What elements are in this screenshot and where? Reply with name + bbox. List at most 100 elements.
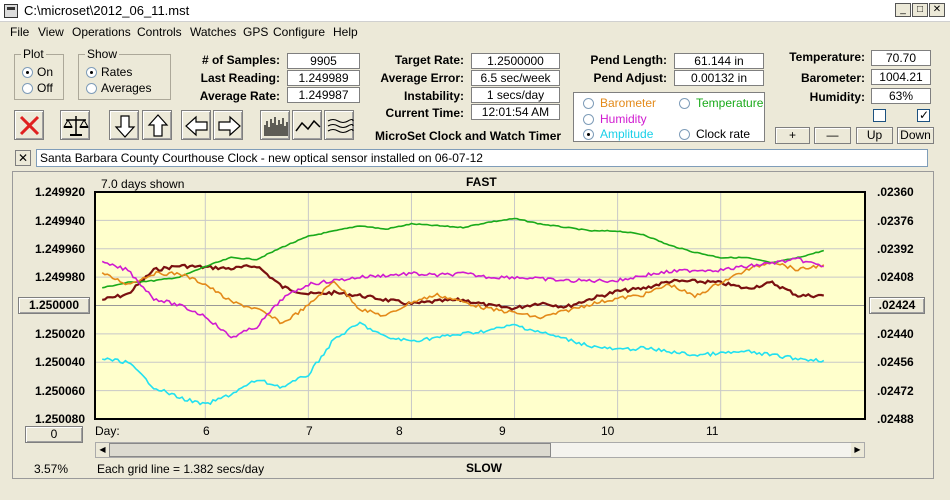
scroll-right-icon[interactable]: ▶ bbox=[851, 443, 864, 457]
grid-note: Each grid line = 1.382 secs/day bbox=[97, 462, 265, 476]
radio-icon[interactable] bbox=[583, 97, 594, 109]
minimize-button[interactable]: _ bbox=[895, 3, 911, 17]
plot-off-option[interactable]: Off bbox=[22, 81, 53, 95]
radio-icon[interactable] bbox=[583, 128, 594, 140]
window-title: C:\microset\2012_06_11.mst bbox=[24, 3, 190, 18]
menu-operations[interactable]: Operations bbox=[72, 25, 131, 39]
radio-icon[interactable] bbox=[679, 128, 690, 140]
plot-on-option[interactable]: On bbox=[22, 65, 53, 79]
current-time-value: 12:01:54 AM bbox=[471, 104, 560, 120]
humidity-label: Humidity: bbox=[809, 90, 865, 104]
move-left-button[interactable] bbox=[181, 110, 211, 140]
waveform-button[interactable] bbox=[292, 110, 322, 140]
move-down-button[interactable] bbox=[109, 110, 139, 140]
show-group: Show Rates Averages bbox=[78, 47, 171, 100]
minus-button[interactable]: — bbox=[814, 127, 851, 144]
radio-icon[interactable] bbox=[22, 66, 33, 78]
left-tick-label: 1.249960 bbox=[34, 242, 85, 256]
day-tick-label: 8 bbox=[396, 424, 403, 438]
menu-gps[interactable]: GPS bbox=[243, 25, 269, 39]
histogram-button[interactable] bbox=[260, 110, 290, 140]
menu-bar: File View Operations Controls Watches GP… bbox=[0, 23, 950, 41]
arrow-right-icon bbox=[218, 115, 241, 137]
wavy-lines-icon bbox=[327, 118, 354, 134]
delete-x-icon bbox=[19, 115, 40, 136]
series-amplitude-option[interactable]: Amplitude bbox=[583, 127, 653, 141]
wavy-lines-button[interactable] bbox=[324, 110, 354, 140]
radio-icon[interactable] bbox=[22, 82, 33, 94]
day-tick-label: 11 bbox=[706, 424, 719, 438]
app-name: MicroSet Clock and Watch Timer bbox=[375, 129, 562, 143]
plus-button[interactable]: + bbox=[775, 127, 810, 144]
humidity-value: 63% bbox=[871, 88, 931, 104]
left-tick-label: 1.250060 bbox=[34, 384, 85, 398]
radio-icon[interactable] bbox=[679, 97, 690, 109]
right-tick-label: .02488 bbox=[877, 412, 914, 426]
move-up-button[interactable] bbox=[142, 110, 172, 140]
series-clock-rate-label: Clock rate bbox=[696, 127, 751, 141]
temperature-label: Temperature: bbox=[789, 50, 865, 64]
days-shown-label: 7.0 days shown bbox=[101, 177, 185, 191]
last-reading-value: 1.249989 bbox=[287, 70, 360, 86]
radio-icon[interactable] bbox=[583, 113, 594, 125]
checkbox-left[interactable] bbox=[873, 109, 886, 122]
plot-off-label: Off bbox=[37, 81, 53, 95]
left-tick-label: 1.249940 bbox=[34, 214, 85, 228]
show-rates-option[interactable]: Rates bbox=[86, 65, 132, 79]
left-tick-label: 1.249920 bbox=[34, 185, 85, 199]
pend-length-value: 61.144 in bbox=[674, 53, 764, 69]
plot-group-legend: Plot bbox=[21, 47, 46, 61]
up-button[interactable]: Up bbox=[856, 127, 893, 144]
time-scrollbar[interactable]: ◀ ▶ bbox=[95, 442, 865, 458]
center-secondary-button[interactable]: .02424 bbox=[869, 297, 925, 314]
plot-group: Plot On Off bbox=[14, 47, 64, 100]
menu-configure[interactable]: Configure bbox=[273, 25, 326, 39]
show-group-legend: Show bbox=[85, 47, 120, 61]
menu-help[interactable]: Help bbox=[333, 25, 358, 39]
samples-label: # of Samples: bbox=[201, 53, 280, 67]
average-rate-value: 1.249987 bbox=[287, 87, 360, 103]
radio-icon[interactable] bbox=[86, 82, 97, 94]
right-tick-label: .02392 bbox=[877, 242, 914, 256]
series-humidity-option[interactable]: Humidity bbox=[583, 112, 647, 126]
notes-close-button[interactable]: ✕ bbox=[15, 150, 31, 166]
menu-file[interactable]: File bbox=[10, 25, 30, 39]
right-tick-label: .02456 bbox=[877, 355, 914, 369]
right-tick-label: .02360 bbox=[877, 185, 914, 199]
arrow-up-icon bbox=[147, 114, 169, 137]
series-clock-rate-option[interactable]: Clock rate bbox=[679, 127, 750, 141]
temperature-value: 70.70 bbox=[871, 50, 931, 66]
menu-watches[interactable]: Watches bbox=[190, 25, 237, 39]
samples-value: 9905 bbox=[287, 53, 360, 69]
down-button[interactable]: Down bbox=[897, 127, 934, 144]
series-temperature-label: Temperature bbox=[696, 96, 764, 110]
series-temperature-option[interactable]: Temperature bbox=[679, 96, 763, 110]
scroll-thumb[interactable] bbox=[109, 443, 551, 457]
balance-button[interactable] bbox=[60, 110, 90, 140]
center-rate-button[interactable]: 1.250000 bbox=[18, 297, 90, 314]
target-rate-value: 1.2500000 bbox=[471, 53, 560, 69]
last-reading-label: Last Reading: bbox=[200, 71, 280, 85]
instability-label: Instability: bbox=[403, 89, 464, 103]
pend-adjust-label: Pend Adjust: bbox=[593, 71, 667, 85]
left-tick-label: 1.250020 bbox=[34, 327, 85, 341]
maximize-button[interactable]: □ bbox=[912, 3, 928, 17]
show-averages-option[interactable]: Averages bbox=[86, 81, 151, 95]
series-barometer-option[interactable]: Barometer bbox=[583, 96, 656, 110]
notes-field[interactable]: Santa Barbara County Courthouse Clock - … bbox=[36, 149, 928, 167]
menu-controls[interactable]: Controls bbox=[137, 25, 182, 39]
scroll-left-icon[interactable]: ◀ bbox=[96, 443, 109, 457]
move-right-button[interactable] bbox=[213, 110, 243, 140]
menu-view[interactable]: View bbox=[38, 25, 64, 39]
current-time-label: Current Time: bbox=[385, 106, 464, 120]
waveform-icon bbox=[295, 119, 321, 132]
show-averages-label: Averages bbox=[101, 81, 152, 95]
close-button[interactable]: ✕ bbox=[929, 3, 945, 17]
plot-on-label: On bbox=[37, 65, 54, 79]
fast-label: FAST bbox=[466, 175, 497, 189]
arrow-down-icon bbox=[114, 115, 136, 138]
delete-button[interactable] bbox=[14, 110, 44, 140]
zero-button[interactable]: 0 bbox=[25, 426, 83, 443]
radio-icon[interactable] bbox=[86, 66, 97, 78]
checkbox-right[interactable] bbox=[917, 108, 930, 122]
